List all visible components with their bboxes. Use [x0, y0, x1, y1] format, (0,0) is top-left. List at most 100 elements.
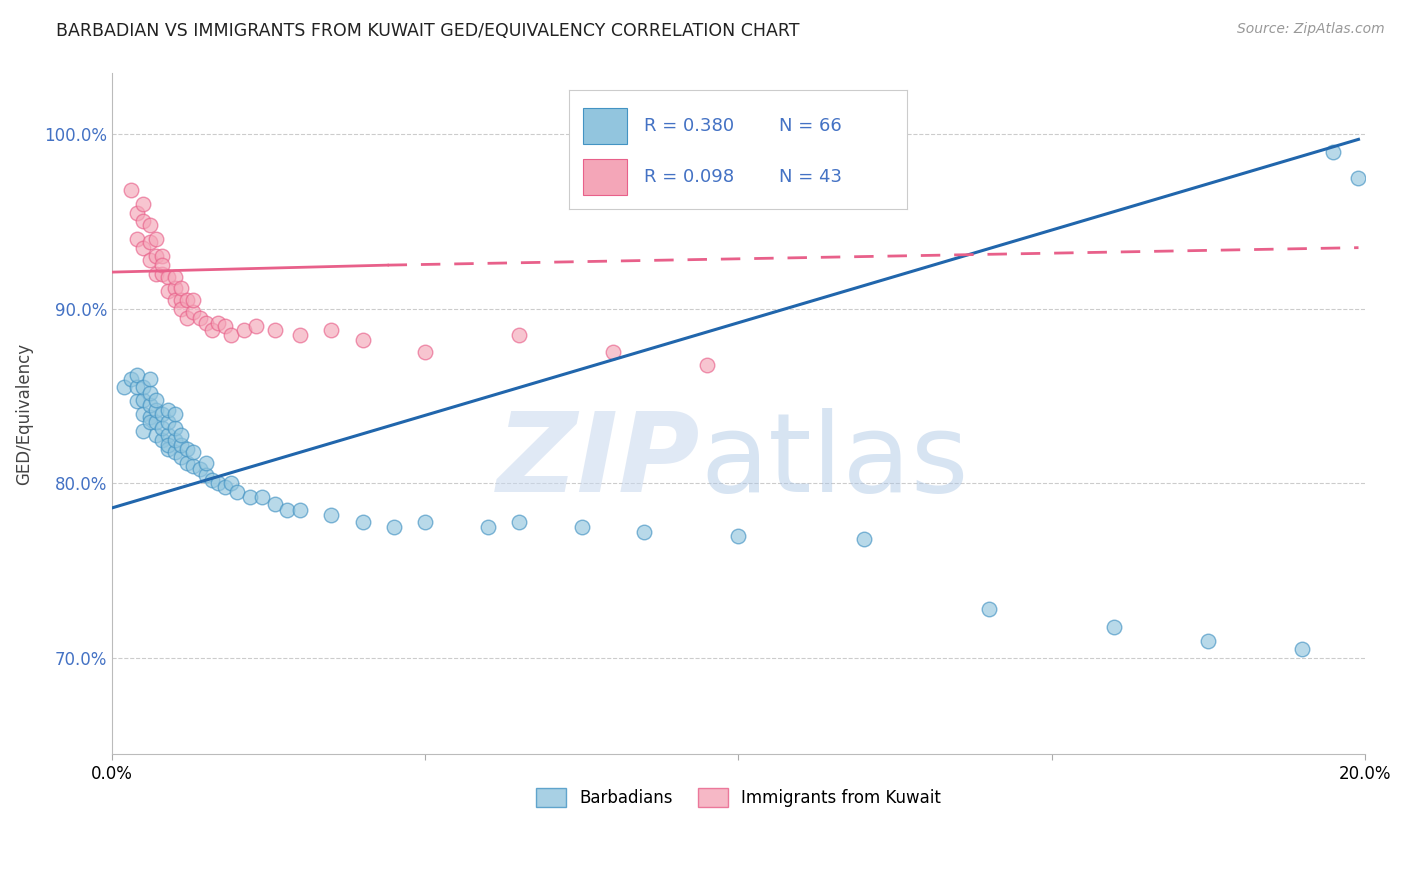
Point: [633, 525, 655, 540]
Point: [188, 310, 211, 325]
Point: [120, 183, 142, 197]
Point: [183, 445, 205, 459]
Point: [125, 394, 148, 409]
Text: atlas: atlas: [700, 408, 969, 515]
Point: [145, 427, 167, 442]
Point: [276, 502, 298, 516]
Point: [145, 249, 167, 263]
Point: [132, 197, 155, 211]
Point: [125, 368, 148, 383]
Point: [321, 323, 343, 337]
Point: [150, 433, 173, 447]
Point: [138, 410, 160, 425]
Point: [207, 316, 229, 330]
Point: [145, 403, 167, 417]
Point: [1291, 642, 1313, 657]
Point: [170, 438, 193, 452]
Point: [194, 316, 217, 330]
Point: [207, 476, 229, 491]
Point: [157, 403, 180, 417]
Point: [226, 485, 249, 500]
Point: [219, 328, 242, 343]
Point: [413, 345, 436, 359]
Point: [138, 372, 160, 386]
Point: [125, 205, 148, 219]
Point: [163, 293, 186, 307]
Point: [1102, 620, 1125, 634]
Point: [239, 491, 262, 505]
Point: [163, 445, 186, 459]
Point: [132, 241, 155, 255]
Point: [571, 520, 593, 534]
Point: [288, 502, 311, 516]
Point: [219, 476, 242, 491]
Point: [183, 458, 205, 473]
Point: [163, 420, 186, 434]
Point: [232, 323, 254, 337]
Point: [163, 270, 186, 285]
Point: [352, 515, 374, 529]
Point: [1197, 633, 1219, 648]
Point: [138, 252, 160, 267]
Point: [413, 515, 436, 529]
Point: [150, 267, 173, 281]
Point: [132, 380, 155, 394]
Point: [132, 407, 155, 421]
Point: [176, 442, 198, 456]
Point: [321, 508, 343, 522]
Point: [508, 515, 530, 529]
Point: [157, 438, 180, 452]
Point: [138, 235, 160, 250]
Point: [477, 520, 499, 534]
Point: [252, 491, 274, 505]
Point: [125, 232, 148, 246]
Point: [132, 392, 155, 407]
Point: [382, 520, 405, 534]
Point: [132, 424, 155, 438]
Point: [170, 427, 193, 442]
Point: [150, 249, 173, 263]
Point: [201, 473, 224, 487]
Point: [194, 456, 217, 470]
Point: [157, 285, 180, 299]
Point: [114, 380, 136, 394]
Point: [157, 415, 180, 429]
Point: [138, 415, 160, 429]
Point: [157, 442, 180, 456]
Point: [1322, 145, 1344, 159]
Point: [163, 433, 186, 447]
Point: [150, 420, 173, 434]
Point: [352, 333, 374, 347]
Point: [852, 533, 875, 547]
Point: [170, 301, 193, 316]
Point: [176, 310, 198, 325]
Text: Source: ZipAtlas.com: Source: ZipAtlas.com: [1237, 22, 1385, 37]
Point: [150, 407, 173, 421]
Point: [125, 380, 148, 394]
Point: [696, 358, 718, 372]
Point: [138, 385, 160, 400]
Point: [170, 293, 193, 307]
Point: [170, 450, 193, 465]
Point: [214, 319, 236, 334]
Point: [145, 232, 167, 246]
Point: [1347, 170, 1369, 185]
Point: [157, 427, 180, 442]
Point: [132, 214, 155, 228]
Point: [183, 305, 205, 319]
Point: [263, 323, 285, 337]
Point: [163, 281, 186, 295]
Point: [138, 398, 160, 412]
Point: [145, 392, 167, 407]
Point: [176, 456, 198, 470]
Point: [602, 345, 624, 359]
Point: [157, 270, 180, 285]
Point: [977, 602, 1000, 616]
Point: [150, 258, 173, 272]
Point: [263, 497, 285, 511]
Point: [145, 415, 167, 429]
Point: [508, 328, 530, 343]
Point: [145, 267, 167, 281]
Point: [194, 467, 217, 482]
Point: [727, 529, 749, 543]
